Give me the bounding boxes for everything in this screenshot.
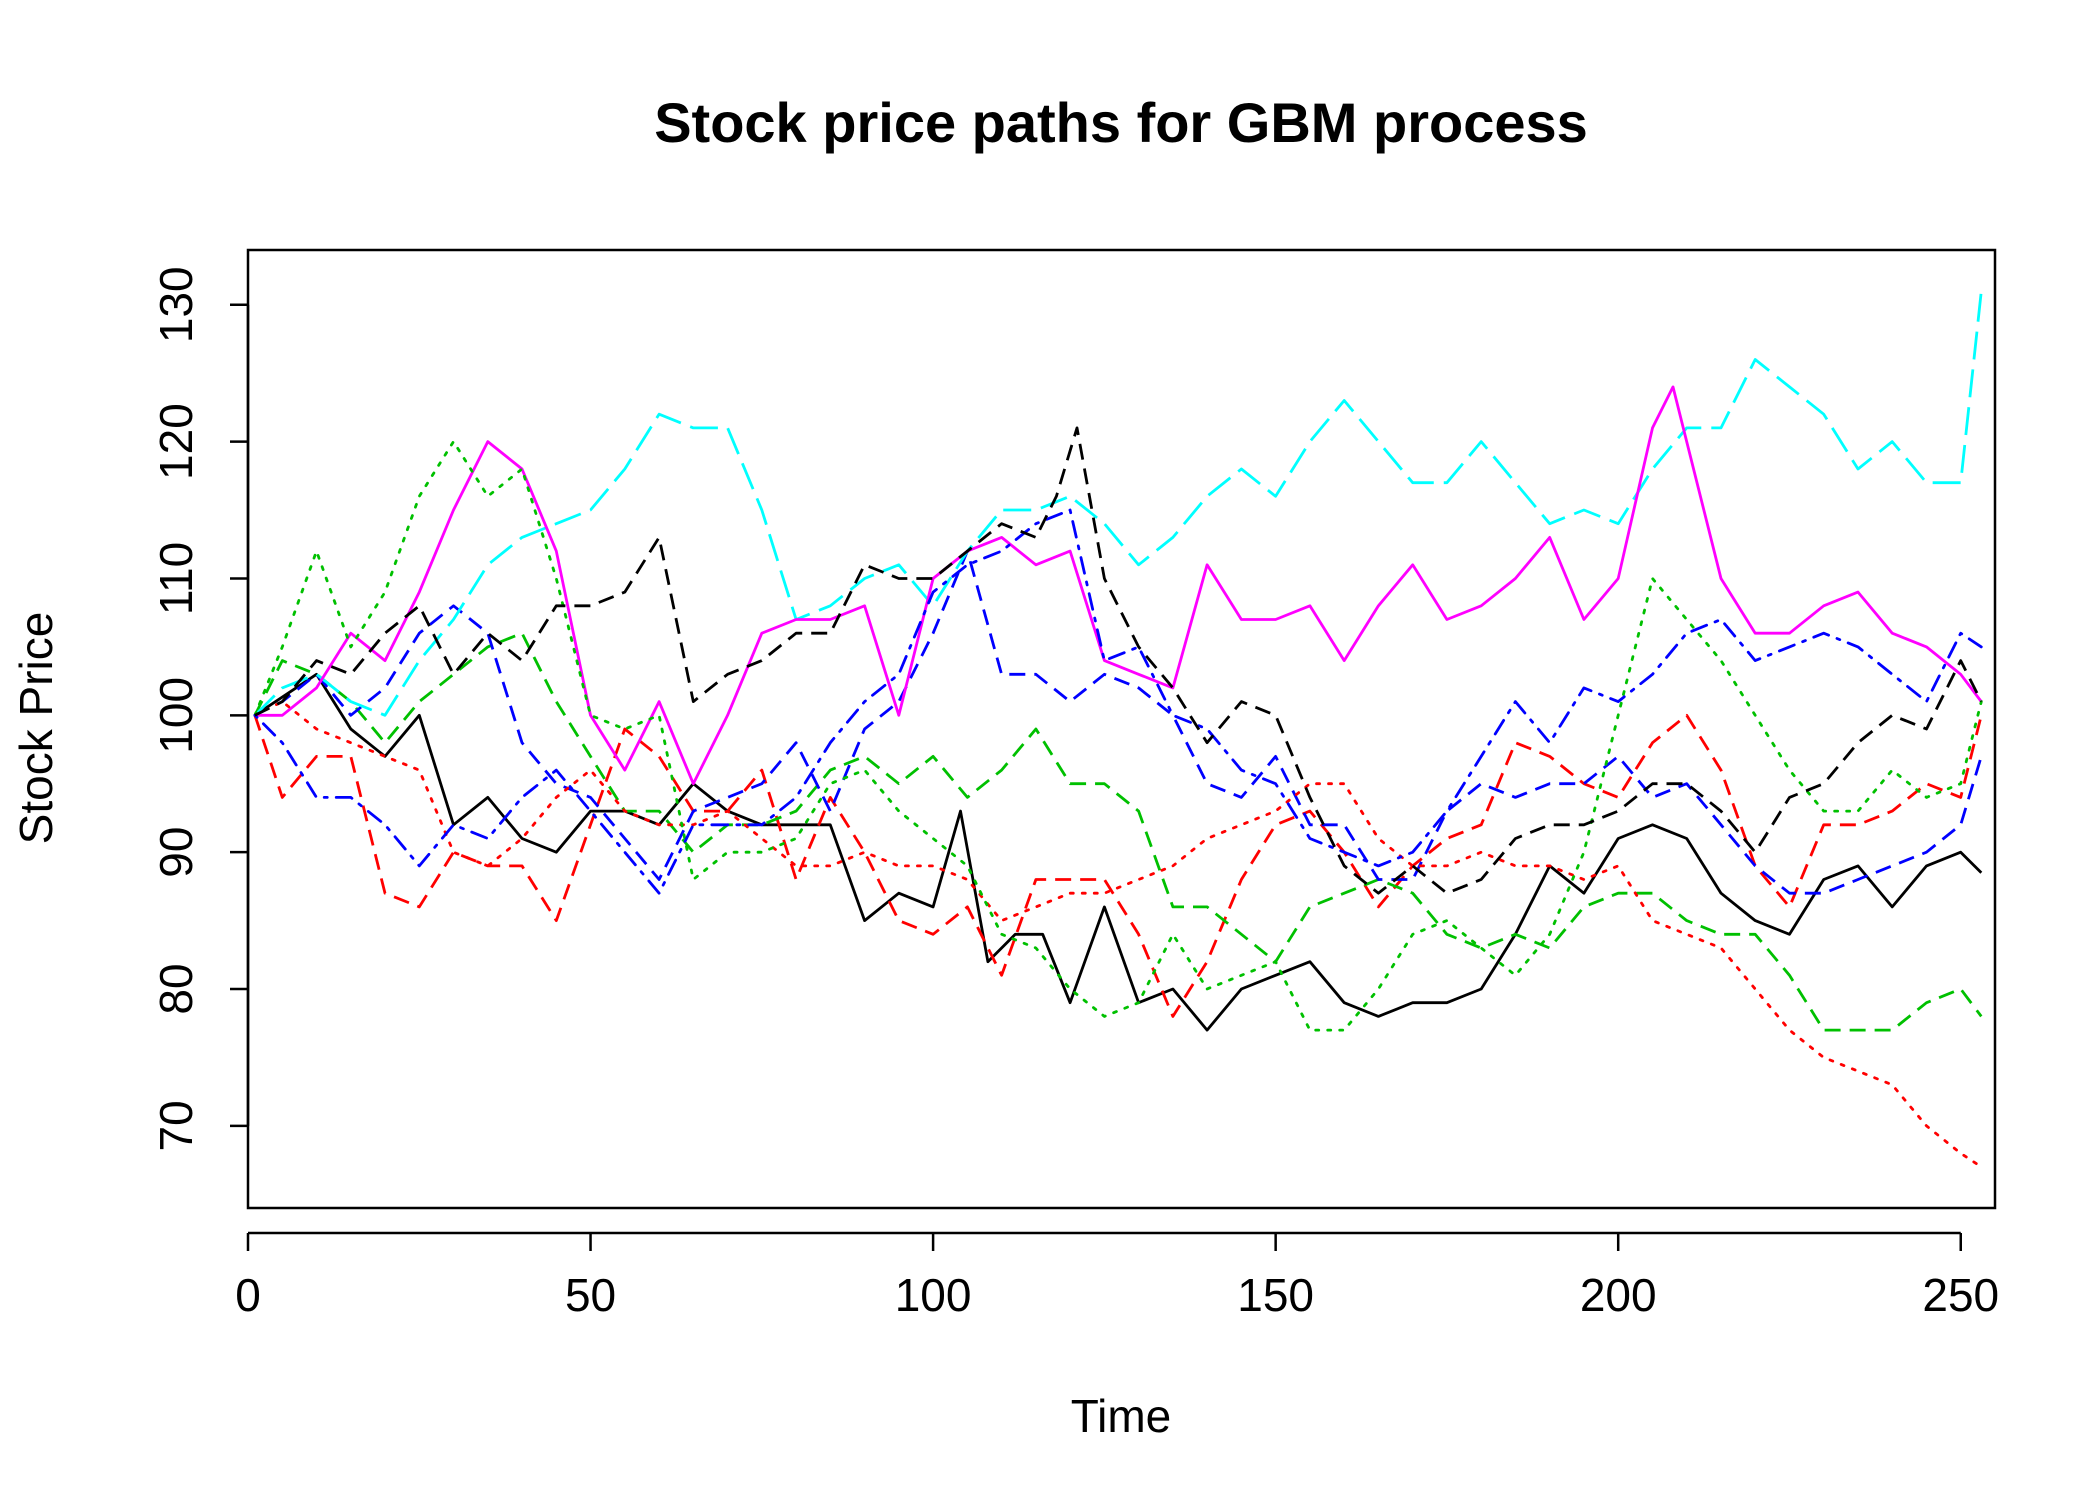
x-axis-label: Time xyxy=(1071,1390,1172,1442)
series-line-4 xyxy=(254,549,1983,895)
series-line-2 xyxy=(253,713,1983,1018)
x-axis: 0 50 100 150 200 250 xyxy=(235,1231,1999,1321)
series-line-7 xyxy=(253,700,1983,1169)
plot-frame xyxy=(246,248,1997,1210)
x-tick-label: 250 xyxy=(1922,1269,1999,1321)
series-line-1 xyxy=(254,672,1983,1032)
x-tick-label: 200 xyxy=(1580,1269,1657,1321)
series-line-9 xyxy=(253,508,1983,895)
chart-title: Stock price paths for GBM process xyxy=(654,91,1588,154)
x-tick-label: 0 xyxy=(235,1269,261,1321)
y-axis-label: Stock Price xyxy=(10,612,62,845)
y-tick-label: 130 xyxy=(150,266,202,343)
series-line-6 xyxy=(254,385,1983,786)
y-axis: 70 80 90 100 110 120 130 xyxy=(150,266,250,1151)
x-tick-label: 100 xyxy=(895,1269,972,1321)
x-tick-label: 50 xyxy=(565,1269,616,1321)
y-tick-label: 80 xyxy=(150,963,202,1014)
y-tick-label: 90 xyxy=(150,827,202,878)
series-line-10 xyxy=(254,426,1983,895)
x-tick-label: 150 xyxy=(1237,1269,1314,1321)
series-line-3 xyxy=(253,631,1983,1032)
series-group xyxy=(253,290,1983,1169)
y-tick-label: 100 xyxy=(150,677,202,754)
series-line-5 xyxy=(253,290,1983,717)
y-tick-label: 70 xyxy=(150,1100,202,1151)
y-tick-label: 110 xyxy=(150,542,202,615)
series-line-8 xyxy=(253,440,1983,1032)
y-tick-label: 120 xyxy=(150,403,202,480)
